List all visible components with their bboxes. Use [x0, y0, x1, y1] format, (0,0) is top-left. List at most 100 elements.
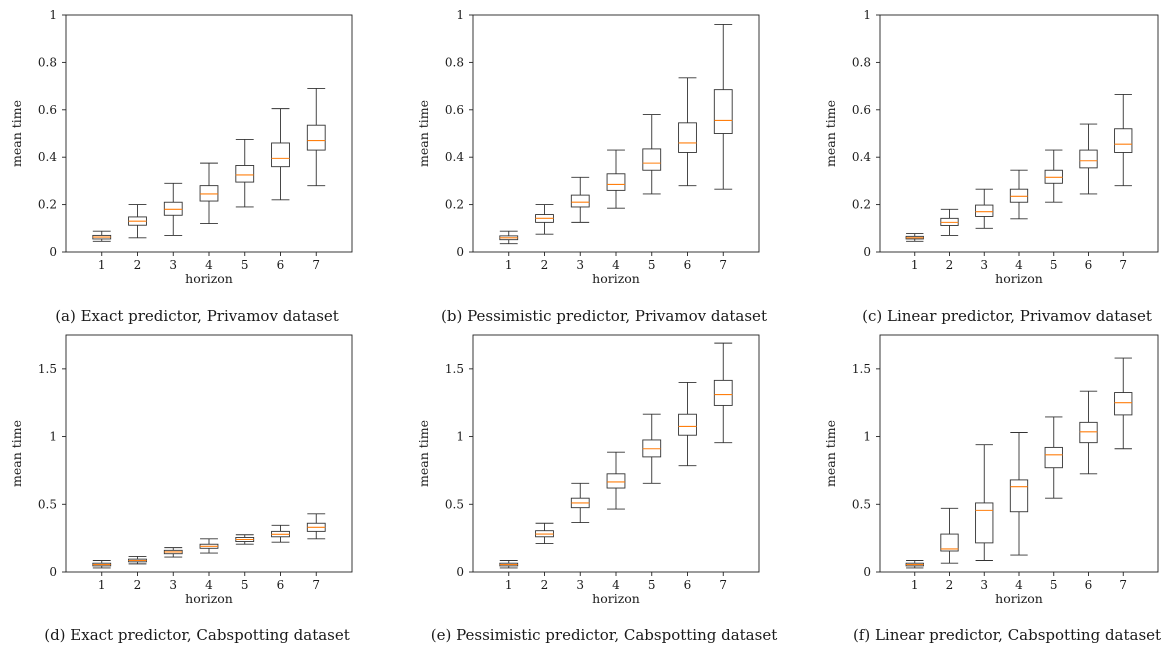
box-plot-horizon-4 — [199, 162, 219, 225]
x-tick-label: 1 — [505, 258, 513, 272]
y-tick-label: 0.8 — [445, 55, 464, 69]
x-tick-label: 1 — [505, 578, 513, 592]
y-tick-label: 0.5 — [852, 497, 871, 511]
x-tick-label: 5 — [241, 258, 249, 272]
x-tick-label: 7 — [1119, 258, 1127, 272]
x-tick-label: 5 — [241, 578, 249, 592]
panel-caption: (a) Exact predictor, Privamov dataset — [55, 307, 339, 325]
y-tick-label: 0 — [49, 245, 57, 259]
panel-caption: (b) Pessimistic predictor, Privamov data… — [441, 307, 767, 325]
y-tick-label: 1 — [456, 8, 464, 22]
x-tick-label: 2 — [134, 578, 142, 592]
x-tick-label: 1 — [98, 578, 106, 592]
iqr-box — [1114, 128, 1133, 153]
box-plot-horizon-3 — [163, 547, 183, 558]
x-tick-label: 4 — [205, 258, 213, 272]
x-tick-label: 5 — [648, 258, 656, 272]
iqr-box — [306, 124, 326, 151]
x-axis-label: horizon — [592, 271, 640, 286]
y-tick-label: 0.2 — [445, 198, 464, 212]
box-plot-horizon-6 — [678, 381, 697, 467]
x-axis-label: horizon — [185, 271, 233, 286]
iqr-box — [163, 201, 183, 216]
iqr-box — [713, 89, 733, 134]
iqr-box — [606, 473, 626, 489]
x-tick-label: 6 — [1085, 578, 1093, 592]
x-tick-label: 6 — [277, 578, 285, 592]
x-tick-label: 2 — [946, 258, 954, 272]
iqr-box — [606, 173, 626, 191]
box-plot-horizon-4 — [1009, 432, 1029, 556]
y-tick-label: 0.2 — [38, 198, 57, 212]
box-plot-horizon-5 — [235, 534, 255, 545]
x-tick-label: 7 — [1119, 578, 1127, 592]
iqr-box — [1009, 188, 1029, 203]
y-axis-label: mean time — [823, 100, 838, 167]
x-axis-label: horizon — [185, 591, 233, 606]
chart-panel-6: 0 0.5 1 1.5 1 2 3 4 5 6 7 horizon mean time (f) Linea… — [823, 334, 1161, 644]
y-tick-label: 1 — [49, 430, 57, 444]
y-tick-label: 1 — [863, 430, 871, 444]
box-plot-horizon-5 — [642, 413, 662, 484]
box-plot-horizon-6 — [271, 524, 290, 543]
x-tick-label: 4 — [612, 578, 620, 592]
x-tick-label: 7 — [719, 578, 727, 592]
y-axis-label: mean time — [416, 100, 431, 167]
x-tick-label: 4 — [205, 578, 213, 592]
box-plot-horizon-7 — [1114, 93, 1133, 187]
x-axis-label: horizon — [995, 271, 1043, 286]
x-tick-label: 2 — [946, 578, 954, 592]
x-tick-label: 4 — [612, 258, 620, 272]
y-tick-label: 0.4 — [852, 150, 871, 164]
x-tick-label: 6 — [684, 258, 692, 272]
iqr-box — [940, 533, 959, 552]
box-plot-horizon-1 — [92, 230, 112, 242]
y-tick-label: 0.5 — [445, 497, 464, 511]
chart-panel-3: 0 0.2 0.4 0.6 0.8 1 1 2 3 4 5 6 7 horizon mean time (c)… — [823, 8, 1159, 325]
box-plot-horizon-3 — [570, 176, 590, 223]
box-plot-horizon-1 — [905, 560, 924, 569]
y-axis-label: mean time — [9, 420, 24, 487]
x-tick-label: 3 — [169, 258, 177, 272]
x-axis-label: horizon — [592, 591, 640, 606]
panel-caption: (c) Linear predictor, Privamov dataset — [862, 307, 1152, 325]
box-plot-horizon-5 — [1044, 149, 1063, 203]
y-tick-label: 1.5 — [445, 362, 464, 376]
y-tick-label: 0.8 — [852, 55, 871, 69]
y-tick-label: 0.6 — [38, 103, 57, 117]
box-plot-horizon-7 — [713, 24, 733, 190]
panel-caption: (e) Pessimistic predictor, Cabspotting d… — [431, 626, 777, 644]
chart-panel-2: 0 0.2 0.4 0.6 0.8 1 1 2 3 4 5 6 7 horizon mean time (b)… — [416, 8, 767, 325]
x-tick-label: 7 — [719, 258, 727, 272]
box-plot-horizon-7 — [1114, 357, 1133, 450]
iqr-box — [271, 142, 290, 168]
box-plot-horizon-4 — [199, 538, 219, 554]
iqr-box — [642, 148, 662, 171]
y-tick-label: 0 — [863, 245, 871, 259]
box-plot-horizon-3 — [975, 188, 994, 229]
y-tick-label: 0 — [456, 245, 464, 259]
box-plot-horizon-6 — [678, 77, 697, 187]
iqr-box — [1114, 392, 1133, 416]
x-tick-label: 4 — [1015, 578, 1023, 592]
x-tick-label: 2 — [541, 578, 549, 592]
box-plot-horizon-3 — [570, 482, 590, 524]
y-tick-label: 0.8 — [38, 55, 57, 69]
x-tick-label: 2 — [134, 258, 142, 272]
iqr-box — [1044, 446, 1063, 469]
box-plot-horizon-6 — [1079, 123, 1098, 195]
iqr-box — [1079, 421, 1098, 444]
x-tick-label: 6 — [684, 578, 692, 592]
y-tick-label: 1.5 — [852, 362, 871, 376]
box-plot-horizon-4 — [606, 149, 626, 209]
x-tick-label: 3 — [980, 258, 988, 272]
box-plot-horizon-7 — [306, 513, 326, 540]
box-plot-horizon-3 — [163, 182, 183, 236]
box-plot-horizon-5 — [642, 114, 662, 195]
x-tick-label: 6 — [277, 258, 285, 272]
y-tick-label: 0 — [863, 565, 871, 579]
y-tick-label: 0.4 — [38, 150, 57, 164]
y-tick-label: 0.5 — [38, 497, 57, 511]
box-plot-horizon-4 — [606, 451, 626, 510]
